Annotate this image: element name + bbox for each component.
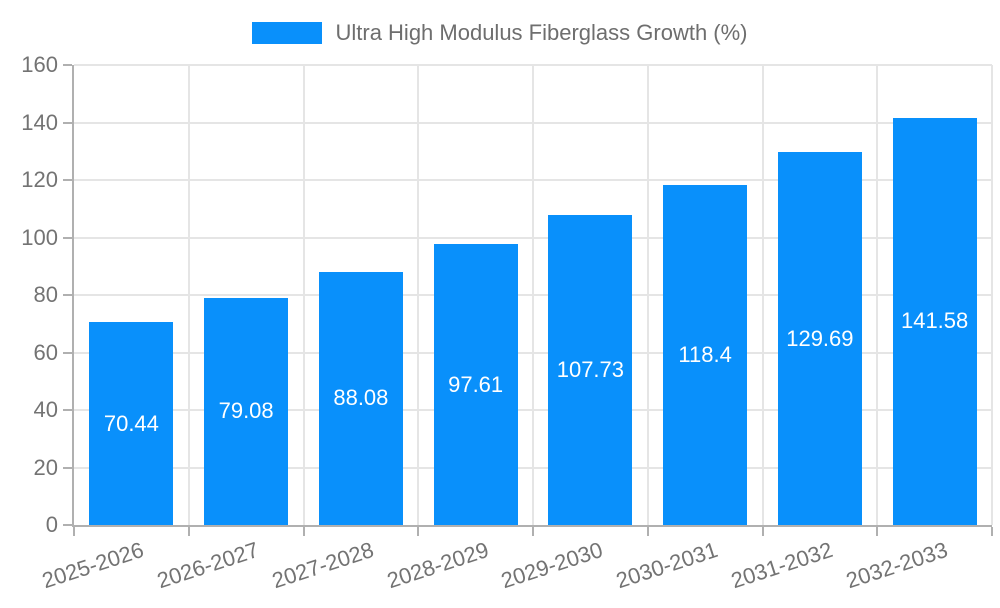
x-gridline <box>991 65 993 525</box>
x-gridline <box>532 65 534 525</box>
y-axis-label: 20 <box>33 454 58 480</box>
x-tick <box>187 527 190 536</box>
x-tick <box>302 527 305 536</box>
x-tick <box>646 527 649 536</box>
x-gridline <box>876 65 879 525</box>
x-gridline <box>187 65 190 525</box>
y-tick <box>63 294 72 296</box>
bar-value-label: 141.58 <box>900 308 969 334</box>
legend-swatch <box>252 22 323 44</box>
bar-value-label: 107.73 <box>556 357 625 383</box>
bar-value-label: 88.08 <box>333 385 389 411</box>
x-tick <box>73 527 75 536</box>
bar[interactable] <box>433 244 518 525</box>
x-gridline <box>646 65 649 525</box>
bar[interactable] <box>548 215 633 525</box>
x-tick <box>532 527 534 536</box>
y-axis-line <box>72 65 74 527</box>
legend-label: Ultra High Modulus Fiberglass Growth (%) <box>335 20 748 45</box>
x-gridline <box>302 65 305 525</box>
bar-value-label: 118.4 <box>678 341 732 367</box>
bar[interactable] <box>663 184 748 525</box>
y-tick <box>63 466 72 469</box>
y-axis-label: 140 <box>21 109 58 135</box>
y-axis-label: 160 <box>21 52 58 77</box>
y-tick <box>63 179 72 181</box>
x-gridline <box>417 65 420 525</box>
bar[interactable] <box>892 117 977 525</box>
y-tick <box>63 351 72 354</box>
x-tick <box>417 527 420 536</box>
legend[interactable]: Ultra High Modulus Fiberglass Growth (%) <box>0 20 1000 46</box>
x-tick <box>991 527 993 536</box>
bar[interactable] <box>89 322 174 525</box>
x-tick <box>761 527 764 536</box>
y-tick <box>63 409 72 411</box>
x-axis-line <box>72 525 992 527</box>
y-axis-label: 100 <box>21 224 58 250</box>
bar[interactable] <box>204 297 289 525</box>
bar-value-label: 70.44 <box>103 410 159 436</box>
y-tick <box>63 524 72 526</box>
bar[interactable] <box>318 271 403 525</box>
y-tick <box>63 64 72 66</box>
y-axis-label: 60 <box>33 339 58 365</box>
y-axis-label: 40 <box>33 397 58 422</box>
bar[interactable] <box>777 152 862 525</box>
y-axis-label: 0 <box>45 512 58 537</box>
y-axis-label: 120 <box>21 167 58 192</box>
y-tick <box>63 121 72 124</box>
y-tick <box>63 236 72 239</box>
x-tick <box>876 527 879 536</box>
bar-value-label: 129.69 <box>786 325 854 351</box>
bar-value-label: 97.61 <box>448 371 504 397</box>
x-gridline <box>761 65 764 525</box>
y-axis-label: 80 <box>33 282 58 307</box>
bar-value-label: 79.08 <box>218 398 274 424</box>
